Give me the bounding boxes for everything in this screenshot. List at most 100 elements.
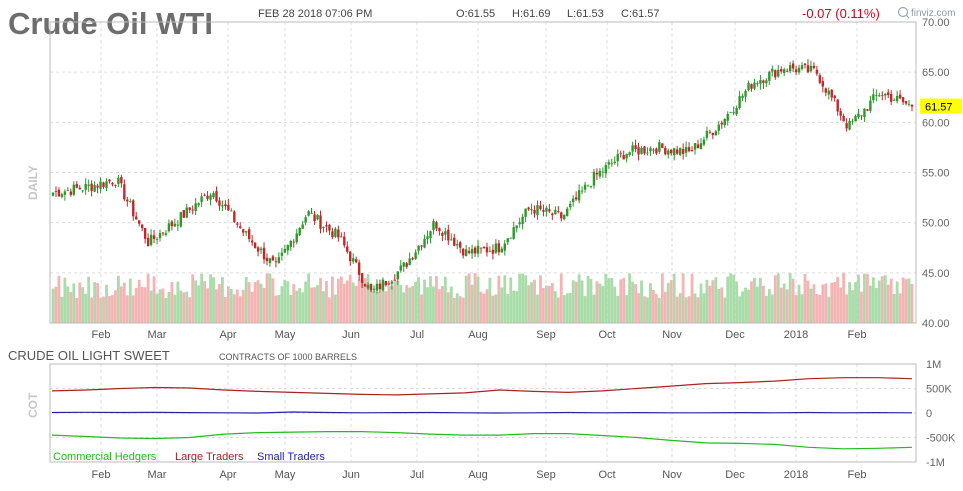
candle-body [435,222,438,229]
volume-bar [735,281,739,323]
candle-body [637,147,640,155]
volume-bar [212,277,215,323]
candle-body [491,249,495,254]
candle-body [268,258,272,263]
volume-bar [298,288,302,323]
volume-bar [723,297,727,323]
volume-bar [283,279,287,323]
volume-bar [238,296,242,323]
candle-body [875,95,878,96]
candle-body [673,148,676,156]
volume-bar [497,275,501,323]
candle-body [821,81,825,87]
volume-bar [81,287,85,323]
candle-body [895,95,899,102]
volume-bar [66,286,70,323]
volume-bar [363,278,367,323]
candle-body [675,149,679,154]
candle-body [161,232,165,234]
candle-body [589,186,593,188]
volume-bar [372,291,376,323]
candle-body [259,248,263,251]
volume-bar [286,281,290,323]
candle-body [506,238,509,243]
candle-body [527,207,530,210]
volume-bar [753,277,756,323]
candle-body [696,144,700,149]
volume-bar [262,288,266,323]
candle-body [262,247,266,260]
candle-body [762,80,765,83]
candle-body [90,183,93,191]
cot-panel-frame [49,363,917,463]
volume-bar [863,273,866,323]
volume-bar [170,282,174,323]
volume-bar [322,291,325,323]
volume-bar [167,291,171,323]
volume-bar [105,284,108,323]
candle-body [884,93,887,96]
candle-body [684,147,688,153]
volume-bar [467,273,471,323]
candle-body [337,229,340,238]
candle-body [313,214,316,221]
volume-bar [449,286,453,323]
volume-bar [663,291,667,323]
volume-bar [164,297,168,323]
volume-bar [577,274,581,323]
volume-bar [690,273,694,323]
volume-bar [387,286,391,323]
cot-y-tick: -1M [926,457,945,469]
candle-body [851,121,854,123]
volume-bar [152,276,156,323]
volume-bar [874,288,878,323]
candle-body [227,204,230,211]
candle-body [322,226,325,229]
candle-body [860,115,863,117]
volume-bar [161,288,165,323]
candle-body [66,190,70,191]
volume-bar [568,292,572,323]
x-tick-label: Apr [219,469,236,481]
candle-body [827,90,830,95]
candle-body [744,90,747,97]
price-y-tick: 45.00 [922,268,950,280]
candle-body [782,69,786,73]
candle-body [286,245,290,251]
candle-body [170,221,174,227]
cot-series-line [51,431,913,450]
volume-bar [515,291,519,323]
volume-bar [197,285,201,323]
candle-body [69,191,73,195]
x-tick-label: Aug [468,469,488,481]
candle-body [54,190,58,192]
candle-body [75,184,78,188]
price-y-axis: 70.00 65.00 60.00 55.00 50.00 45.00 40.00 [922,17,950,330]
candle-body [143,227,147,239]
volume-bar [646,297,649,323]
candle-body [777,69,780,77]
volume-bar [666,282,670,323]
candle-body [643,146,646,154]
candle-body [476,245,480,254]
candle-body [173,223,177,227]
brand-link[interactable]: finviz.com [911,8,955,19]
volume-bar [711,280,715,323]
x-tick-label: May [275,329,296,341]
volume-bar [756,286,759,323]
x-tick-label: 2018 [784,329,808,341]
volume-bar [586,275,590,323]
x-tick-label: Jul [410,469,424,481]
candle-body [699,143,703,150]
candle-body [453,237,456,246]
candle-body [221,205,224,207]
volume-bar [889,278,893,323]
volume-bar [637,293,640,323]
volume-bar [417,277,420,323]
candle-body [245,231,248,233]
volume-bar [336,278,340,323]
period-label: DAILY [26,165,40,200]
volume-bar [500,287,504,323]
volume-bar [432,286,435,323]
volume-bar [247,282,251,323]
